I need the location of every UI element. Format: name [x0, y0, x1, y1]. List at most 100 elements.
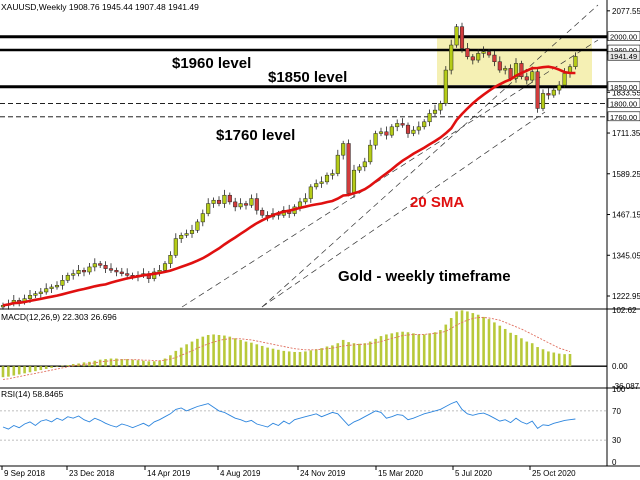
panel-frame [0, 0, 640, 467]
candle-body [573, 56, 578, 67]
macd-bar [358, 343, 361, 367]
macd-bar [206, 334, 210, 367]
macd-bar [563, 354, 566, 367]
candle-body [373, 133, 378, 146]
macd-bar [541, 349, 545, 367]
candle-body [389, 126, 394, 136]
macd-bar [23, 366, 26, 374]
candle-body [362, 161, 367, 168]
macd-bar [395, 332, 399, 367]
macd-tick-label: 0.00 [612, 362, 628, 371]
macd-bar [509, 332, 512, 367]
candle-body [65, 275, 70, 281]
candle-body [238, 203, 243, 208]
candle-body [351, 169, 357, 194]
macd-bar [34, 366, 37, 372]
channel-line [261, 4, 599, 308]
candle-body [87, 266, 92, 273]
macd-bar [385, 334, 388, 367]
macd-bar [374, 338, 377, 367]
macd-bar [158, 360, 161, 367]
rsi-tick-label: 100 [612, 385, 626, 394]
macd-bar [179, 347, 183, 367]
macd-bar [352, 343, 356, 367]
macd-bar [444, 324, 448, 367]
macd-bar [282, 350, 286, 367]
macd-bar [1, 366, 5, 378]
macd-bar [439, 330, 442, 367]
macd-bar [428, 333, 431, 367]
macd-bar [331, 345, 334, 367]
macd-bar [125, 359, 129, 367]
candle-body [227, 194, 232, 203]
price-tick-label: 1467.15 [612, 211, 640, 220]
candle-body [492, 54, 497, 62]
macd-bar [433, 332, 437, 367]
macd-bar [547, 351, 550, 367]
macd-bar [12, 366, 16, 376]
level-label-box [607, 50, 640, 61]
macd-bar [466, 311, 469, 367]
macd-bar [190, 341, 194, 367]
macd-bar [552, 352, 556, 367]
macd-bar [412, 333, 415, 367]
candle-body [125, 273, 130, 276]
candle-body [206, 203, 211, 214]
macd-bar [530, 343, 534, 367]
annotation-1960-level: $1960 level [172, 55, 251, 72]
macd-bar [514, 334, 518, 367]
macd-bar [185, 344, 188, 367]
macd-bar [152, 361, 156, 367]
macd-bar [255, 344, 259, 367]
macd-bar [250, 342, 253, 367]
rsi-reference-lines [0, 410, 607, 441]
macd-bar [476, 314, 480, 367]
macd-bar [525, 341, 529, 367]
candle-body [314, 183, 319, 188]
candle-body [211, 199, 216, 204]
candle-body [395, 123, 400, 128]
annotation-1850-level: $1850 level [268, 69, 347, 86]
candle-body [546, 93, 551, 96]
macd-bar [120, 359, 124, 367]
macd-bar [228, 336, 232, 367]
candle-body [562, 73, 567, 86]
time-tick-label: 14 Apr 2019 [147, 469, 191, 478]
macd-bar [174, 350, 178, 367]
macd-bar [244, 341, 248, 367]
level-label-text: 1941.49 [610, 52, 637, 61]
macd-bar [493, 322, 496, 367]
time-tick-label: 25 Oct 2020 [532, 469, 576, 478]
macd-bar [487, 319, 491, 367]
candle-body [49, 286, 54, 289]
candle-body [260, 209, 265, 216]
candle-body [470, 56, 475, 61]
time-tick-label: 5 Jul 2020 [455, 469, 492, 478]
annotation-1760-level: $1760 level [216, 127, 295, 144]
macd-bar [314, 349, 318, 367]
price-channel [181, 4, 599, 308]
macd-bar [368, 341, 372, 367]
candle-body [481, 51, 486, 54]
macd-bar [104, 359, 107, 367]
candle-body [76, 270, 81, 274]
candle-body [411, 129, 416, 134]
candle-body [346, 143, 351, 194]
macd-bar [422, 334, 426, 367]
horizontal-levels[interactable] [0, 35, 607, 118]
level-label-box [607, 81, 640, 92]
macd-bar [293, 351, 296, 367]
macd-bar [298, 351, 302, 367]
macd-bar [239, 339, 242, 367]
price-tick-label: 1589.25 [612, 170, 640, 179]
macd-bar [498, 325, 502, 367]
macd-bar [61, 365, 64, 367]
macd-bar [88, 361, 91, 367]
macd-bar [39, 366, 43, 371]
candle-body [427, 113, 432, 123]
macd-bar [7, 366, 10, 377]
candle-body [114, 270, 119, 273]
macd-bar [304, 351, 307, 367]
macd-bar [201, 336, 205, 367]
